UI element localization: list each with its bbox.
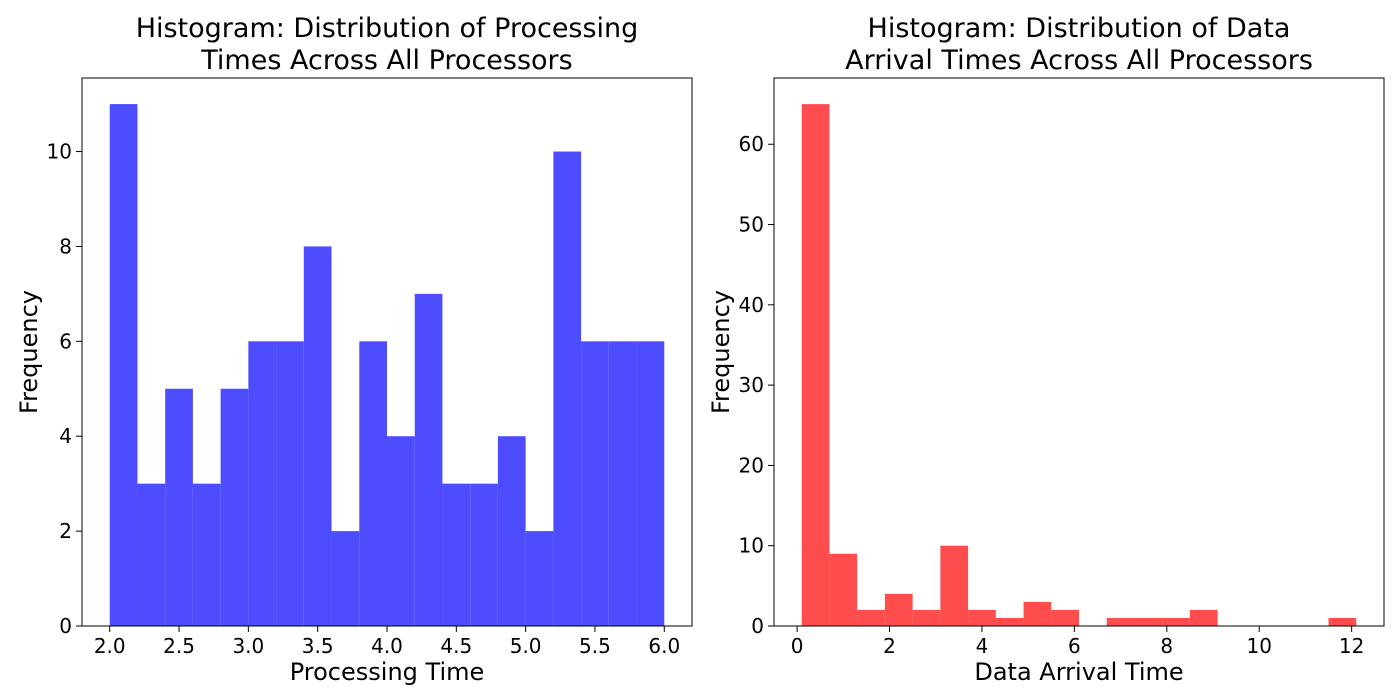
chart-1-bar-16 [553, 151, 582, 626]
chart-1-ytick-label-1: 2 [59, 519, 72, 543]
chart-1-bar-2 [165, 388, 193, 626]
chart-2-bar-0 [801, 104, 830, 627]
chart-2-bar-7 [995, 617, 1024, 626]
chart-1-bar-19 [636, 341, 665, 626]
chart-1-xtick-label-0: 2.0 [94, 634, 126, 658]
chart-1-ytick-label-5: 10 [47, 140, 72, 164]
chart-1-bar-10 [387, 436, 415, 626]
chart-2-bar-13 [1162, 617, 1190, 626]
chart-1-xtick-label-8: 6.0 [648, 634, 680, 658]
chart-2-bar-3 [884, 593, 913, 626]
chart-1-title: Histogram: Distribution of ProcessingTim… [136, 13, 639, 76]
chart-1-bar-3 [192, 483, 221, 626]
chart-2-xtick-label-4: 8 [1160, 634, 1173, 658]
chart-1-bar-9 [359, 341, 387, 626]
chart-2-title-line-1: Histogram: Distribution of Data [868, 13, 1291, 44]
chart-1-xtick-label-2: 3.0 [232, 634, 264, 658]
chart-2-ytick-label-3: 30 [739, 373, 764, 397]
chart-1-xtick-label-5: 4.5 [440, 634, 472, 658]
chart-1-bar-4 [220, 388, 249, 626]
chart-2-bar-1 [829, 553, 858, 626]
chart-1: 2.0 2.5 3.0 3.5 4.0 4.5 5.0 5.5 6.0 0 2 4 6 8 10 Proces… [15, 13, 693, 686]
chart-2-xtick-label-3: 6 [1068, 634, 1081, 658]
chart-1-title-line-1: Histogram: Distribution of Processing [136, 13, 639, 44]
chart-1-bar-11 [414, 293, 443, 626]
chart-1-ytick-label-2: 4 [59, 424, 72, 448]
chart-2-xlabel: Data Arrival Time [974, 658, 1183, 686]
chart-2-bar-2 [857, 609, 885, 626]
chart-2-ytick-label-1: 10 [739, 534, 764, 558]
chart-1-ylabel: Frequency [15, 290, 43, 414]
chart-1-bar-12 [442, 483, 471, 626]
chart-1-bar-14 [497, 436, 526, 626]
chart-1-xtick-label-1: 2.5 [163, 634, 195, 658]
chart-1-bar-15 [525, 531, 554, 626]
chart-2-bar-8 [1023, 601, 1052, 626]
chart-2-xtick-label-5: 10 [1247, 634, 1272, 658]
chart-2-bar-14 [1189, 609, 1218, 626]
chart-1-bar-13 [470, 483, 498, 626]
chart-2-bar-19 [1328, 617, 1357, 626]
chart-1-bar-1 [137, 483, 166, 626]
chart-1-xtick-label-4: 4.0 [371, 634, 403, 658]
chart-2-ytick-label-6: 60 [739, 132, 764, 156]
chart-2-bar-4 [912, 609, 941, 626]
chart-2-ylabel: Frequency [707, 290, 735, 414]
chart-1-bar-18 [608, 341, 637, 626]
chart-2-bar-11 [1106, 617, 1135, 626]
chart-1-xtick-label-7: 5.5 [579, 634, 611, 658]
chart-2-xtick-label-1: 2 [883, 634, 896, 658]
chart-1-xtick-label-6: 5.0 [510, 634, 542, 658]
chart-1-title-line-2: Times Across All Processors [200, 45, 572, 76]
chart-1-bar-17 [581, 341, 609, 626]
chart-2: 0 2 4 6 8 10 12 0 10 20 30 40 50 60 Data Arrival Time F… [707, 13, 1385, 686]
chart-2-xtick-label-2: 4 [976, 634, 989, 658]
chart-1-bar-6 [276, 341, 304, 626]
chart-1-xtick-label-3: 3.5 [302, 634, 334, 658]
chart-2-frame [773, 77, 1385, 627]
chart-1-ytick-label-4: 8 [59, 234, 72, 258]
chart-2-bar-5 [940, 545, 969, 626]
chart-1-xlabel: Processing Time [290, 658, 485, 686]
chart-2-ytick-label-5: 50 [739, 213, 764, 237]
chart-1-bar-8 [331, 531, 360, 626]
chart-1-ytick-label-3: 6 [59, 329, 72, 353]
chart-2-title-line-2: Arrival Times Across All Processors [845, 45, 1313, 76]
chart-1-bar-5 [248, 341, 277, 626]
chart-2-ytick-label-2: 20 [739, 453, 764, 477]
chart-1-bar-0 [109, 104, 138, 627]
chart-2-bar-12 [1134, 617, 1163, 626]
chart-2-xtick-label-0: 0 [791, 634, 804, 658]
chart-2-bar-6 [968, 609, 996, 626]
chart-2-ytick-label-0: 0 [751, 614, 764, 638]
chart-1-ytick-label-0: 0 [59, 614, 72, 638]
chart-2-bar-9 [1051, 609, 1079, 626]
chart-2-ytick-label-4: 40 [739, 293, 764, 317]
chart-1-bar-7 [303, 246, 332, 626]
chart-2-xtick-label-6: 12 [1339, 634, 1364, 658]
